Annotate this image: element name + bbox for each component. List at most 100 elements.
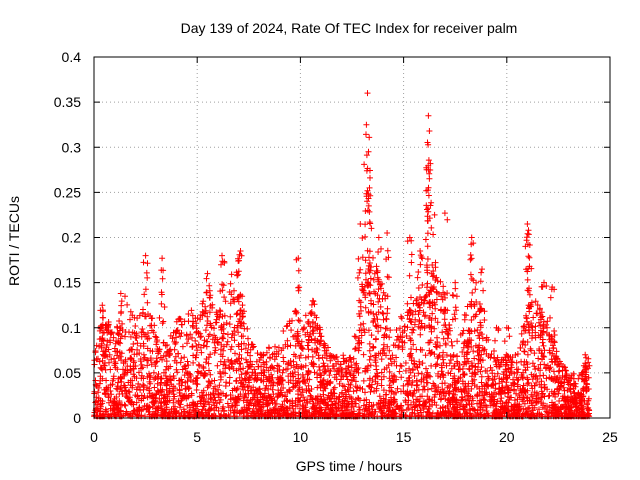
data-point — [525, 379, 532, 386]
y-tick-label: 0.35 — [54, 94, 81, 110]
data-point — [518, 330, 525, 337]
data-point — [538, 411, 545, 418]
data-point — [304, 371, 311, 378]
data-point — [456, 366, 463, 373]
data-point — [560, 384, 567, 391]
data-point — [119, 320, 126, 327]
data-point — [304, 342, 311, 349]
data-point — [284, 322, 291, 329]
data-point — [372, 357, 379, 364]
data-point — [311, 312, 318, 319]
data-point — [424, 243, 431, 250]
data-point — [224, 331, 231, 338]
data-point — [474, 410, 481, 416]
data-point — [329, 363, 336, 370]
data-point — [170, 395, 177, 402]
data-point — [380, 387, 387, 394]
x-tick-label: 15 — [396, 429, 412, 445]
data-point — [364, 207, 371, 214]
data-point — [374, 322, 381, 329]
data-point — [479, 266, 485, 273]
data-point — [483, 350, 490, 357]
data-point — [362, 270, 369, 277]
data-point — [314, 396, 321, 403]
data-point — [572, 394, 579, 401]
data-point — [222, 298, 229, 305]
data-point — [205, 407, 212, 414]
data-point — [118, 298, 125, 305]
data-point — [476, 347, 483, 354]
data-point — [127, 356, 134, 363]
data-point — [534, 410, 541, 417]
data-point — [204, 318, 211, 324]
data-point — [226, 321, 233, 328]
data-point — [459, 393, 466, 400]
data-point — [303, 400, 310, 406]
data-point — [367, 275, 374, 282]
data-point — [437, 396, 444, 403]
data-point — [198, 409, 205, 416]
data-point — [444, 216, 451, 223]
data-point — [197, 330, 204, 337]
data-point — [270, 382, 277, 389]
data-point — [142, 252, 149, 259]
data-point — [392, 406, 399, 413]
data-point — [441, 322, 448, 329]
data-point — [291, 383, 297, 390]
data-point — [366, 382, 373, 389]
data-point — [583, 354, 590, 361]
data-point — [421, 294, 428, 301]
data-point — [476, 301, 483, 307]
data-point — [536, 319, 542, 326]
data-point — [529, 376, 536, 383]
data-point — [447, 412, 454, 418]
data-point — [173, 318, 180, 325]
data-point — [464, 343, 471, 350]
data-point — [127, 316, 133, 323]
data-point — [130, 401, 137, 408]
data-point — [520, 362, 527, 368]
data-point — [280, 358, 287, 365]
data-point — [204, 322, 210, 329]
data-point — [333, 353, 340, 360]
x-tick-label: 25 — [602, 429, 618, 445]
data-point — [544, 403, 550, 409]
data-point — [448, 338, 455, 345]
data-point — [205, 399, 212, 406]
data-point — [378, 382, 385, 389]
data-point — [220, 282, 227, 289]
data-point — [229, 387, 236, 394]
data-point — [383, 316, 390, 323]
data-point — [278, 389, 285, 396]
data-point — [139, 364, 146, 371]
data-point — [130, 365, 137, 372]
data-point — [192, 407, 199, 414]
data-point — [439, 380, 446, 387]
data-point — [124, 301, 131, 308]
data-point — [100, 353, 107, 359]
data-point — [290, 373, 297, 380]
data-point — [384, 343, 391, 350]
data-point — [243, 370, 250, 377]
data-point — [314, 384, 321, 391]
data-point — [454, 360, 461, 367]
data-point — [567, 388, 574, 395]
data-point — [118, 378, 125, 385]
data-point — [461, 316, 468, 323]
data-point — [432, 259, 439, 266]
data-point — [333, 395, 340, 402]
data-point — [417, 393, 424, 400]
data-point — [315, 355, 322, 362]
data-point — [285, 373, 292, 380]
data-point — [396, 342, 402, 349]
data-point — [568, 393, 575, 400]
data-point — [429, 310, 436, 317]
data-point — [217, 351, 224, 358]
data-point — [359, 287, 366, 294]
data-point — [206, 282, 213, 289]
data-point — [543, 330, 550, 336]
data-point — [140, 259, 147, 266]
data-point — [559, 373, 566, 379]
data-point — [432, 363, 439, 370]
data-point — [285, 361, 291, 368]
